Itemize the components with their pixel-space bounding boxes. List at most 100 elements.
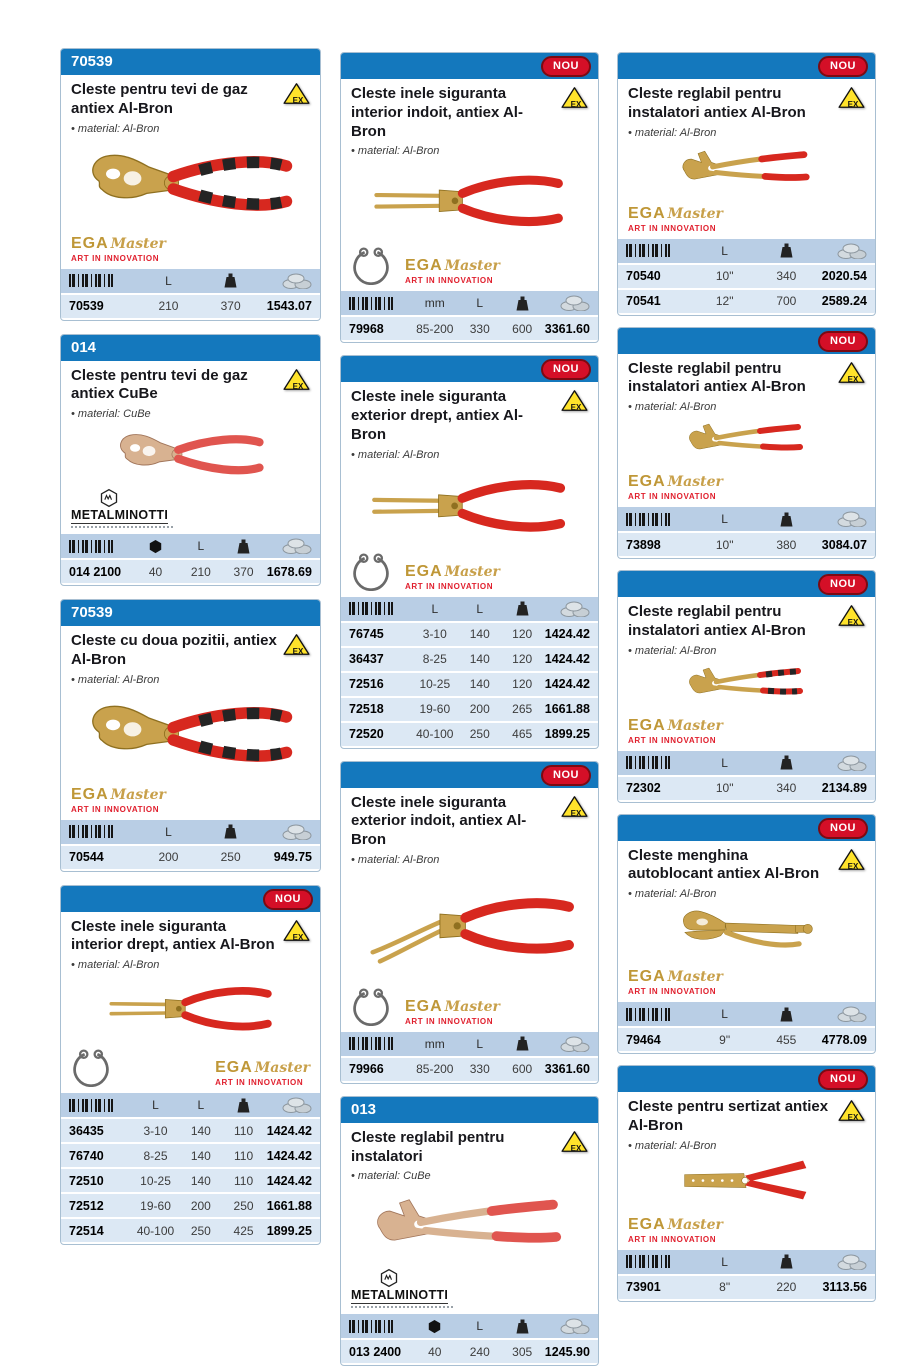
product-photo bbox=[628, 1152, 865, 1208]
table-row: 36437 8-25 140 120 1424.42 bbox=[341, 647, 598, 671]
range-cell: 10-25 bbox=[419, 677, 451, 691]
weight-cell: 250 bbox=[233, 1198, 254, 1213]
price-cell: 3361.60 bbox=[544, 1062, 590, 1077]
product-title: Cleste reglabil pentru instalatori antie… bbox=[628, 603, 806, 639]
weight-icon bbox=[516, 1036, 529, 1051]
coins-price-icon bbox=[837, 1006, 867, 1022]
length-cell: 140 bbox=[469, 677, 490, 691]
card-header-bar: NOU bbox=[61, 885, 320, 912]
table-row: 72512 19-60 200 250 1661.88 bbox=[61, 1194, 320, 1217]
product-code-cell: 36435 bbox=[69, 1123, 104, 1138]
product-title: Cleste pentru tevi de gaz antiex CuBe bbox=[71, 366, 248, 403]
table-header-row: mm L bbox=[341, 1031, 598, 1056]
ex-atex-icon: EX bbox=[561, 86, 588, 109]
table-row: 014 2100 40 210 370 1678.69 bbox=[61, 560, 320, 583]
coins-price-icon bbox=[560, 1036, 590, 1052]
product-title: Cleste reglabil pentru instalatori bbox=[351, 1128, 505, 1165]
product-photo bbox=[71, 971, 310, 1045]
card-header-bar: NOU bbox=[618, 1066, 875, 1092]
metalminotti-logo: METALMINOTTI bbox=[71, 488, 175, 528]
product-card-gas-pliers-albron: 70539 Cleste pentru tevi de gaz antiex A… bbox=[60, 48, 321, 321]
barcode-icon bbox=[69, 825, 113, 838]
weight-cell: 455 bbox=[776, 1032, 797, 1047]
table-row: 70539 210 370 1543.07 bbox=[61, 294, 320, 318]
price-cell: 949.75 bbox=[273, 850, 312, 864]
nou-badge: NOU bbox=[818, 817, 868, 839]
ega-master-logo: EGA Master ART IN INNOVATION bbox=[405, 997, 500, 1026]
material-spec: • material: Al-Bron bbox=[351, 853, 440, 866]
card-header-bar: 014 bbox=[61, 334, 320, 361]
circlip-pliers-image bbox=[360, 461, 578, 549]
product-code-cell: 72520 bbox=[349, 727, 384, 741]
coins-price-icon bbox=[837, 243, 867, 259]
range-cell: 8-25 bbox=[143, 1148, 168, 1163]
coins-price-icon bbox=[282, 273, 312, 289]
product-photo bbox=[351, 157, 588, 243]
circlip-bent-pliers-image bbox=[360, 866, 578, 984]
length-cell: 240 bbox=[469, 1344, 490, 1359]
product-title: Cleste inele siguranta exterior indoit, … bbox=[351, 793, 527, 849]
price-cell: 2589.24 bbox=[821, 294, 867, 308]
product-title: Cleste inele siguranta interior indoit, … bbox=[351, 85, 523, 140]
product-table: L 013 2400 40 240 305 1245.90 bbox=[341, 1314, 598, 1365]
material-spec: • material: Al-Bron bbox=[351, 145, 440, 158]
weight-icon bbox=[224, 824, 237, 839]
length-column-label: L bbox=[197, 539, 205, 553]
length-cell: 330 bbox=[469, 1062, 490, 1077]
product-family-code: 70539 bbox=[71, 604, 113, 621]
product-title: Cleste inele siguranta exterior drept, a… bbox=[351, 388, 523, 443]
table-row: 72518 19-60 200 265 1661.88 bbox=[341, 697, 598, 721]
product-photo bbox=[351, 866, 588, 984]
length-column-label: L bbox=[476, 296, 484, 311]
table-row: 73901 8" 220 3113.56 bbox=[618, 1275, 875, 1299]
price-cell: 3113.56 bbox=[822, 1280, 867, 1294]
ega-master-logo: EGA Master ART IN INNOVATION bbox=[628, 473, 723, 502]
product-photo bbox=[351, 461, 588, 549]
price-cell: 1424.42 bbox=[266, 1123, 312, 1138]
table-header-row: L bbox=[618, 1249, 875, 1274]
product-code-cell: 76745 bbox=[349, 627, 384, 641]
material-spec: • material: Al-Bron bbox=[628, 1139, 717, 1152]
length-cell: 140 bbox=[469, 652, 490, 666]
product-card-crimping-pliers: NOU Cleste pentru sertizat antiex Al-Bro… bbox=[617, 1065, 876, 1302]
nou-badge: NOU bbox=[541, 56, 591, 77]
card-header-bar: NOU bbox=[341, 356, 598, 383]
circlip-ring-icon bbox=[351, 551, 391, 591]
price-cell: 1424.42 bbox=[544, 652, 590, 666]
water-pump-pliers-image bbox=[637, 657, 855, 709]
table-row: 76740 8-25 140 110 1424.42 bbox=[61, 1144, 320, 1167]
product-code-cell: 70541 bbox=[626, 294, 661, 308]
material-spec: • material: Al-Bron bbox=[628, 401, 717, 413]
weight-cell: 110 bbox=[234, 1123, 254, 1138]
product-card-adjustable-pliers-cube: 013 Cleste reglabil pentru instalatori E… bbox=[340, 1095, 599, 1366]
ega-master-logo: EGA Master ART IN INNOVATION bbox=[628, 716, 723, 745]
length-column-label: L bbox=[165, 273, 172, 288]
weight-cell: 600 bbox=[512, 1062, 533, 1077]
ex-atex-icon: EX bbox=[561, 1130, 588, 1153]
circlip-ring-icon bbox=[351, 245, 391, 285]
hex-size-icon bbox=[427, 1319, 442, 1334]
weight-icon bbox=[780, 755, 793, 770]
catalog-column-middle: NOU Cleste inele siguranta interior indo… bbox=[340, 52, 599, 1366]
nou-badge: NOU bbox=[541, 764, 591, 786]
product-table: L 014 2100 40 210 370 1678.69 bbox=[61, 534, 320, 585]
product-table: mm L 79968 85-200 330 600 3361.60 bbox=[341, 291, 598, 342]
product-card-adjustable-pliers-2: NOU Cleste reglabil pentru instalatori a… bbox=[617, 326, 876, 559]
product-title: Cleste pentru sertizat antiex Al-Bron bbox=[628, 1098, 829, 1134]
weight-cell: 340 bbox=[776, 781, 797, 795]
table-header-row: L bbox=[341, 1314, 598, 1339]
barcode-icon bbox=[349, 1319, 393, 1333]
ex-atex-icon: EX bbox=[561, 389, 588, 412]
product-family-code: 013 bbox=[351, 1100, 377, 1118]
length-column-label: L bbox=[476, 1036, 484, 1051]
length-cell: 200 bbox=[469, 702, 490, 716]
product-table: L 79464 9" 455 4778.09 bbox=[618, 1002, 875, 1053]
length-column-label: L bbox=[721, 1007, 728, 1021]
product-table: L 73898 10" 380 3084.07 bbox=[618, 507, 875, 558]
price-cell: 1678.69 bbox=[266, 564, 312, 579]
weight-cell: 380 bbox=[776, 537, 797, 552]
card-header-bar: NOU bbox=[341, 53, 598, 79]
table-row: 70540 10" 340 2020.54 bbox=[618, 264, 875, 288]
product-family-code: 70539 bbox=[71, 53, 113, 70]
range-cell: 40-100 bbox=[416, 727, 454, 741]
